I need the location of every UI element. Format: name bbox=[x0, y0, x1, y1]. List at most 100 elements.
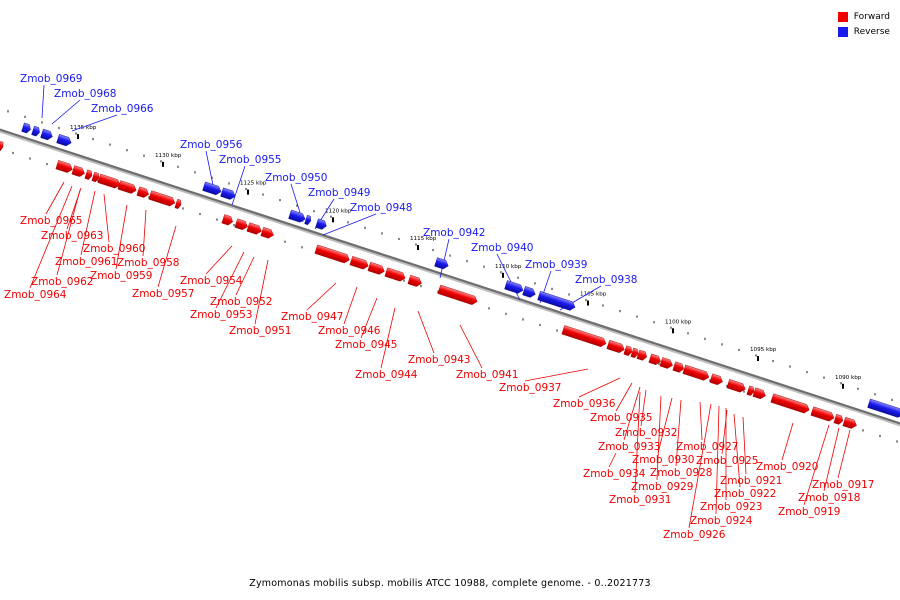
axis-tick bbox=[77, 134, 79, 140]
forward-gene-label: Zmob_0924 bbox=[690, 515, 753, 527]
legend: Forward Reverse bbox=[837, 9, 890, 39]
reverse-gene-label: Zmob_0948 bbox=[350, 202, 412, 214]
forward-gene-label: Zmob_0943 bbox=[408, 354, 470, 366]
reverse-gene-feature bbox=[40, 128, 53, 141]
forward-swatch bbox=[837, 11, 848, 22]
axis-tick-label: 1105 kbp bbox=[580, 292, 607, 298]
forward-gene-label: Zmob_0933 bbox=[598, 441, 660, 453]
forward-gene-feature bbox=[71, 165, 85, 177]
reverse-gene-label: Zmob_0966 bbox=[91, 103, 154, 115]
forward-gene-feature bbox=[437, 284, 478, 305]
forward-gene-feature bbox=[561, 325, 607, 347]
forward-gene-label: Zmob_0952 bbox=[210, 296, 272, 308]
legend-forward: Forward bbox=[837, 9, 890, 24]
reverse-swatch bbox=[837, 26, 848, 37]
forward-gene-label: Zmob_0934 bbox=[583, 468, 646, 480]
forward-gene-label: Zmob_0963 bbox=[41, 230, 103, 242]
forward-gene-feature bbox=[221, 214, 233, 226]
reverse-gene-label: Zmob_0940 bbox=[471, 242, 533, 254]
axis-tick-label: 1135 kbp bbox=[70, 125, 97, 131]
genome-caption: Zymomonas mobilis subsp. mobilis ATCC 10… bbox=[249, 578, 651, 589]
forward-gene-label: Zmob_0954 bbox=[180, 275, 243, 287]
forward-gene-label: Zmob_0922 bbox=[714, 488, 776, 500]
legend-forward-label: Forward bbox=[853, 11, 890, 22]
forward-gene-feature bbox=[682, 364, 710, 381]
reverse-gene-label: Zmob_0939 bbox=[525, 259, 587, 271]
forward-gene-label: Zmob_0941 bbox=[456, 369, 518, 381]
axis-tick bbox=[332, 217, 334, 223]
reverse-gene-feature bbox=[522, 286, 536, 298]
axis-tick bbox=[587, 300, 589, 306]
forward-gene-label: Zmob_0951 bbox=[229, 325, 291, 337]
legend-reverse-label: Reverse bbox=[853, 26, 890, 37]
forward-gene-feature bbox=[55, 160, 73, 173]
reverse-gene-feature bbox=[288, 209, 306, 223]
forward-gene-feature bbox=[148, 190, 176, 207]
forward-gene-feature bbox=[726, 379, 746, 393]
forward-gene-feature bbox=[648, 353, 661, 365]
forward-gene-feature bbox=[384, 267, 406, 282]
forward-gene-feature bbox=[746, 385, 755, 396]
reverse-gene-label: Zmob_0950 bbox=[265, 172, 327, 184]
forward-gene-feature bbox=[117, 180, 137, 194]
forward-gene-feature bbox=[623, 345, 633, 356]
forward-gene-feature bbox=[84, 169, 93, 180]
forward-gene-feature bbox=[174, 198, 182, 209]
reverse-gene-label: Zmob_0942 bbox=[423, 227, 485, 239]
forward-gene-label: Zmob_0945 bbox=[335, 339, 397, 351]
genome-axis bbox=[0, 128, 900, 427]
forward-gene-feature bbox=[606, 339, 625, 353]
forward-gene-label: Zmob_0947 bbox=[281, 311, 343, 323]
reverse-gene-feature bbox=[315, 218, 327, 230]
forward-gene-feature bbox=[91, 171, 100, 183]
reverse-gene-feature bbox=[31, 125, 40, 137]
reverse-gene-feature bbox=[537, 291, 576, 311]
forward-gene-feature bbox=[810, 406, 835, 422]
reverse-gene-label: Zmob_0956 bbox=[180, 139, 243, 151]
forward-gene-label: Zmob_0937 bbox=[499, 382, 561, 394]
forward-gene-label: Zmob_0958 bbox=[117, 257, 179, 269]
forward-gene-label: Zmob_0926 bbox=[663, 529, 726, 541]
reverse-gene-feature bbox=[202, 181, 222, 196]
forward-gene-label: Zmob_0944 bbox=[355, 369, 418, 381]
forward-gene-feature bbox=[97, 173, 121, 189]
axis-tick-label: 1110 kbp bbox=[495, 264, 522, 270]
forward-gene-label: Zmob_0917 bbox=[812, 479, 874, 491]
reverse-gene-label: Zmob_0938 bbox=[575, 274, 637, 286]
gene-labels: Zmob_0969 Zmob_0968 Zmob_0966 Zmob_0956 Zmob… bbox=[4, 73, 874, 541]
reverse-gene-label: Zmob_0949 bbox=[308, 187, 370, 199]
forward-gene-feature bbox=[246, 222, 262, 235]
forward-gene-label: Zmob_0928 bbox=[650, 467, 712, 479]
reverse-gene-feature bbox=[220, 187, 236, 200]
forward-gene-label: Zmob_0927 bbox=[676, 441, 738, 453]
forward-gene-label: Zmob_0953 bbox=[190, 309, 252, 321]
forward-gene-label: Zmob_0957 bbox=[132, 288, 194, 300]
axis-tick bbox=[842, 383, 844, 389]
reverse-gene-feature bbox=[504, 280, 524, 294]
reverse-gene-feature bbox=[304, 214, 311, 226]
forward-gene-feature bbox=[630, 347, 639, 359]
forward-gene-label: Zmob_0920 bbox=[756, 461, 818, 473]
forward-gene-label: Zmob_0965 bbox=[20, 215, 82, 227]
axis-tick bbox=[502, 272, 504, 278]
forward-gene-feature bbox=[367, 261, 385, 275]
forward-gene-label: Zmob_0918 bbox=[798, 492, 860, 504]
forward-gene-feature bbox=[314, 244, 350, 264]
forward-gene-label: Zmob_0932 bbox=[615, 427, 677, 439]
forward-gene-label: Zmob_0931 bbox=[609, 494, 671, 506]
forward-gene-label: Zmob_0964 bbox=[4, 289, 67, 301]
axis-tick-label: 1100 kbp bbox=[665, 319, 692, 325]
forward-gene-label: Zmob_0946 bbox=[318, 325, 381, 337]
reverse-gene-label: Zmob_0968 bbox=[54, 88, 116, 100]
forward-gene-feature bbox=[842, 416, 857, 429]
axis-tick bbox=[757, 356, 759, 362]
forward-gene-label: Zmob_0921 bbox=[720, 475, 782, 487]
reverse-gene-feature bbox=[21, 122, 31, 134]
reverse-gene-label: Zmob_0969 bbox=[20, 73, 82, 85]
forward-gene-label: Zmob_0919 bbox=[778, 506, 840, 518]
axis-tick bbox=[247, 189, 249, 195]
axis-tick-label: 1095 kbp bbox=[750, 347, 777, 353]
forward-gene-feature bbox=[672, 361, 684, 373]
forward-gene-label: Zmob_0960 bbox=[83, 243, 145, 255]
